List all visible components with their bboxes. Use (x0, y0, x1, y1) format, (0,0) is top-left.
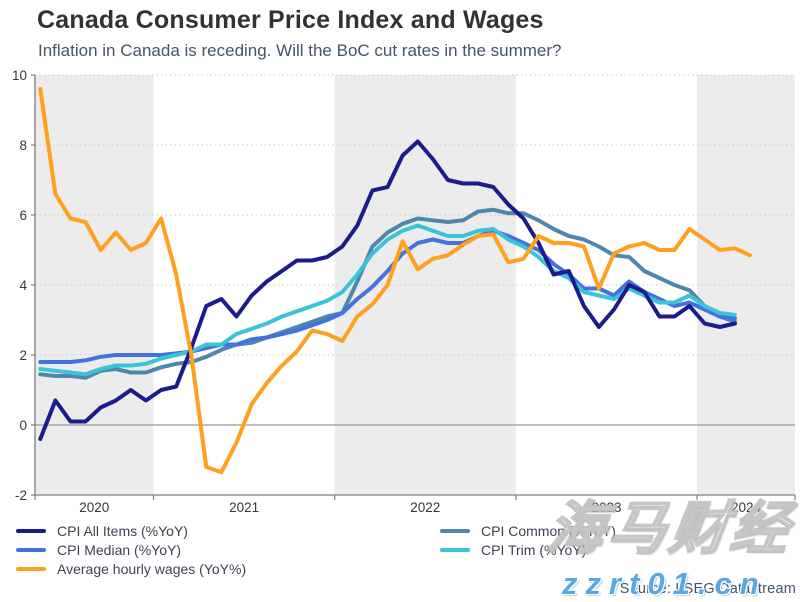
x-tick-label: 2021 (229, 500, 259, 515)
series-line-cpi-all-items-yoy (38, 139, 737, 441)
series-line-cpi-common-yoy (38, 207, 737, 380)
legend-label-cpi-median: CPI Median (%YoY) (57, 542, 181, 558)
legend-swatch-cpi-all-items (16, 528, 46, 534)
legend-label-average-hourly-wages: Average hourly wages (YoY%) (57, 561, 247, 577)
x-tick-label: 2023 (591, 500, 621, 515)
y-tick-label: 0 (19, 418, 27, 433)
y-tick-label: 6 (19, 208, 27, 223)
series-line-cpi-trim-yoy (38, 223, 737, 377)
y-tick-label: 10 (12, 68, 27, 83)
legend-swatch-cpi-common (440, 528, 470, 534)
source-credit: Source: LSEG Datastream (619, 581, 796, 597)
year-shading-band (334, 75, 516, 495)
y-tick-label: 4 (19, 278, 27, 293)
legend-swatch-cpi-trim (440, 547, 470, 553)
y-tick-label: 2 (19, 348, 27, 363)
legend-item-cpi-all-items: CPI All Items (%YoY) (16, 523, 188, 539)
legend-item-cpi-trim: CPI Trim (%YoY) (440, 542, 586, 558)
series-line-average-hourly-wages-yoy (38, 87, 752, 475)
legend-label-cpi-all-items: CPI All Items (%YoY) (57, 523, 188, 539)
chart-subtitle: Inflation in Canada is receding. Will th… (38, 41, 562, 60)
series-line-cpi-median-yoy (38, 228, 737, 364)
legend-item-average-hourly-wages: Average hourly wages (YoY%) (16, 561, 246, 577)
legend-swatch-average-hourly-wages (16, 566, 46, 572)
x-tick-label: 2022 (410, 500, 440, 515)
chart-title: Canada Consumer Price Index and Wages (37, 6, 544, 34)
legend-item-cpi-median: CPI Median (%YoY) (16, 542, 181, 558)
x-tick-label: 2020 (79, 500, 109, 515)
legend-item-cpi-common: CPI Common (%YoY) (440, 523, 616, 539)
x-tick-label: 2024 (731, 500, 762, 515)
legend-label-cpi-trim: CPI Trim (%YoY) (481, 542, 587, 558)
legend-label-cpi-common: CPI Common (%YoY) (481, 523, 616, 539)
y-tick-label: -2 (15, 488, 27, 503)
y-tick-label: 8 (19, 138, 27, 153)
legend-swatch-cpi-median (16, 547, 46, 553)
